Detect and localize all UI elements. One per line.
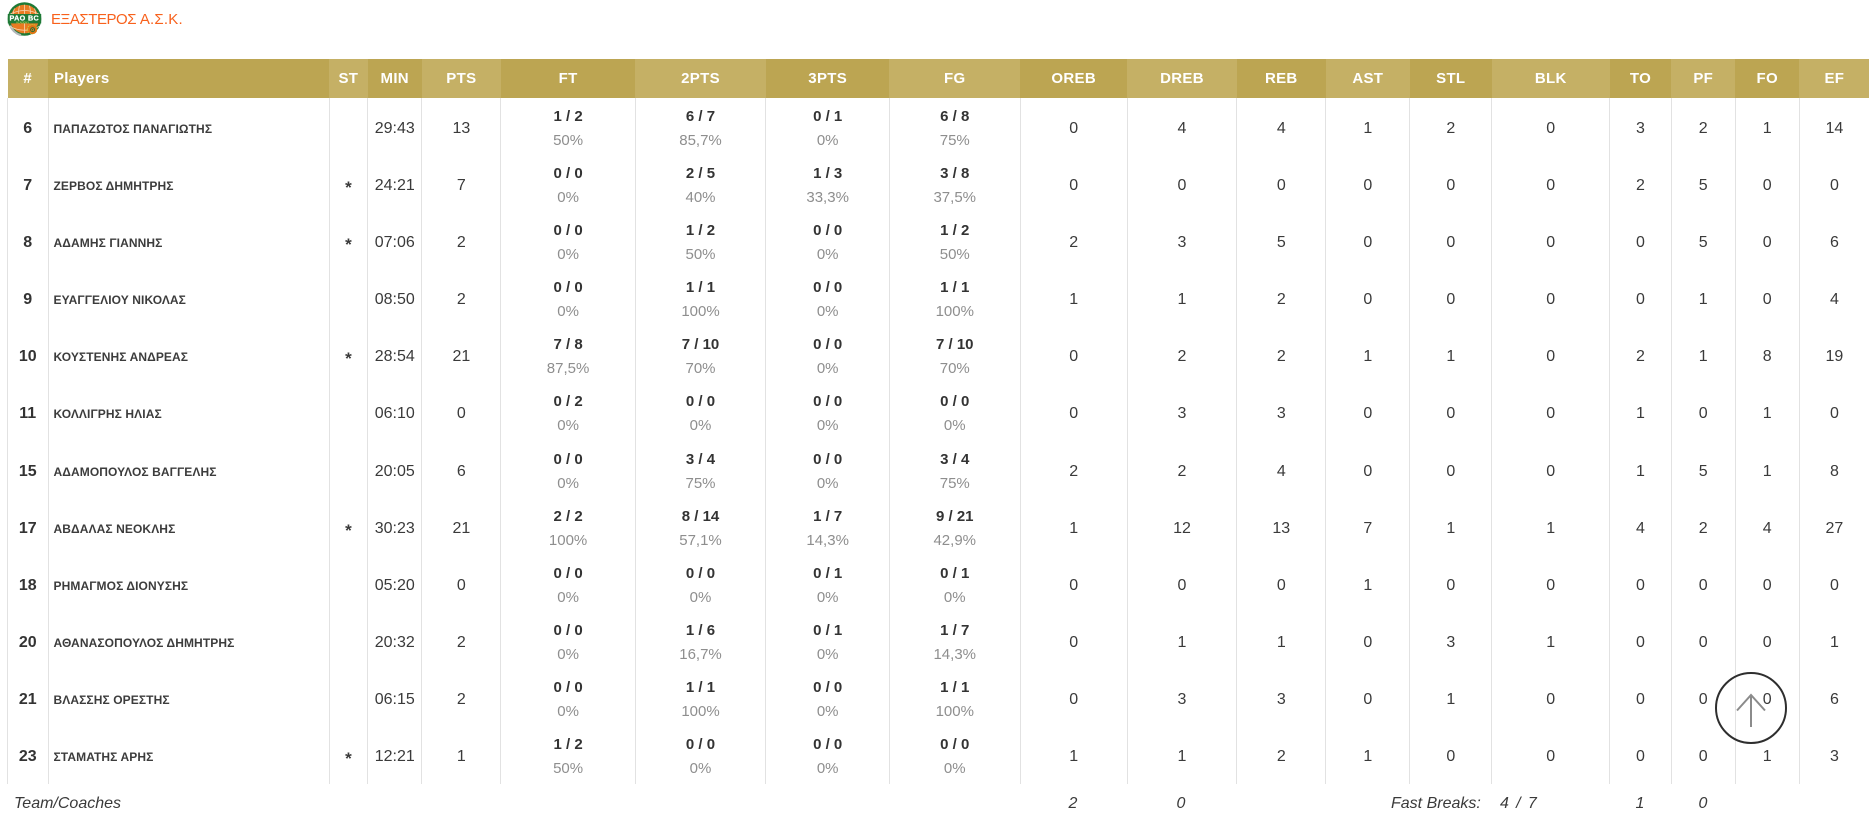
svg-text:ACADEMY: ACADEMY (16, 20, 29, 24)
svg-text:PAO BC: PAO BC (10, 14, 40, 23)
